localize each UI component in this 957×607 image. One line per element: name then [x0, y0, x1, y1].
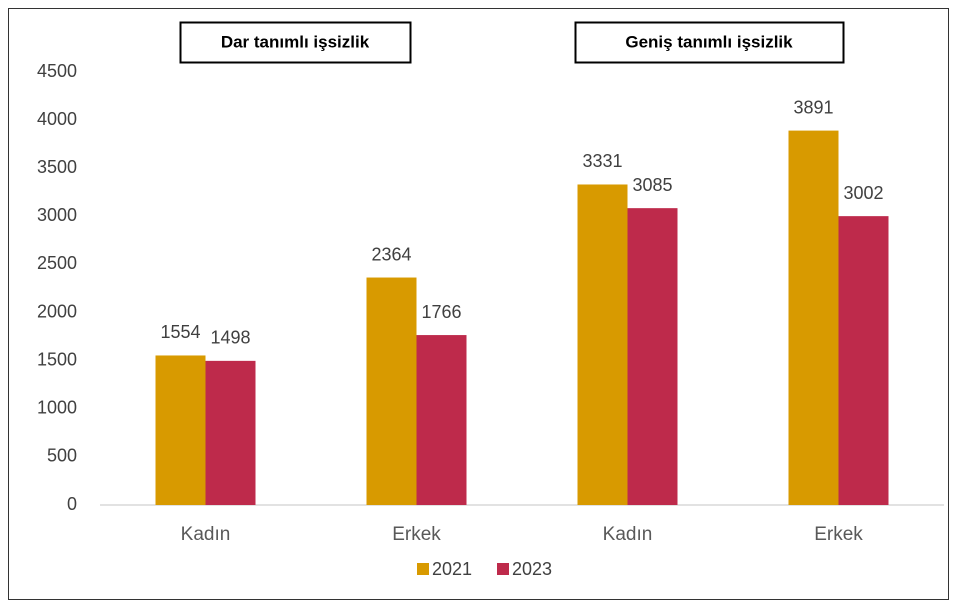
bar	[155, 355, 206, 505]
data-label: 3085	[632, 175, 672, 195]
y-tick-label: 500	[47, 446, 77, 466]
y-tick-label: 2000	[37, 301, 77, 321]
y-tick-label: 3500	[37, 157, 77, 177]
y-tick-label: 3000	[37, 205, 77, 225]
bar	[788, 130, 839, 505]
x-tick-label: Kadın	[603, 524, 653, 545]
x-tick-label: Erkek	[814, 524, 863, 545]
bar	[416, 335, 467, 505]
y-tick-label: 1500	[37, 349, 77, 369]
legend-label: 2021	[432, 559, 472, 579]
data-label: 3002	[843, 183, 883, 203]
x-tick-label: Kadın	[181, 524, 231, 545]
legend-swatch	[417, 563, 429, 575]
annotation: Geniş tanımlı işsizlik	[625, 32, 793, 51]
bar	[577, 184, 628, 506]
y-tick-label: 2500	[37, 253, 77, 273]
legend-swatch	[497, 563, 509, 575]
data-label: 1498	[210, 328, 250, 348]
data-label: 2364	[371, 244, 411, 264]
y-tick-label: 4500	[37, 61, 77, 81]
bar	[205, 360, 256, 505]
annotation-box	[179, 21, 412, 64]
data-label: 1554	[160, 322, 200, 342]
bar	[627, 208, 678, 505]
x-tick-label: Erkek	[392, 524, 441, 545]
y-tick-label: 1000	[37, 398, 77, 418]
data-label: 3891	[793, 97, 833, 117]
data-label: 3331	[582, 151, 622, 171]
annotation-box	[574, 21, 845, 64]
y-tick-label: 0	[67, 494, 77, 514]
bar	[366, 277, 417, 505]
y-tick-label: 4000	[37, 109, 77, 129]
bar	[838, 216, 889, 506]
legend-label: 2023	[512, 559, 552, 579]
data-label: 1766	[421, 302, 461, 322]
annotation: Dar tanımlı işsizlik	[221, 32, 370, 51]
